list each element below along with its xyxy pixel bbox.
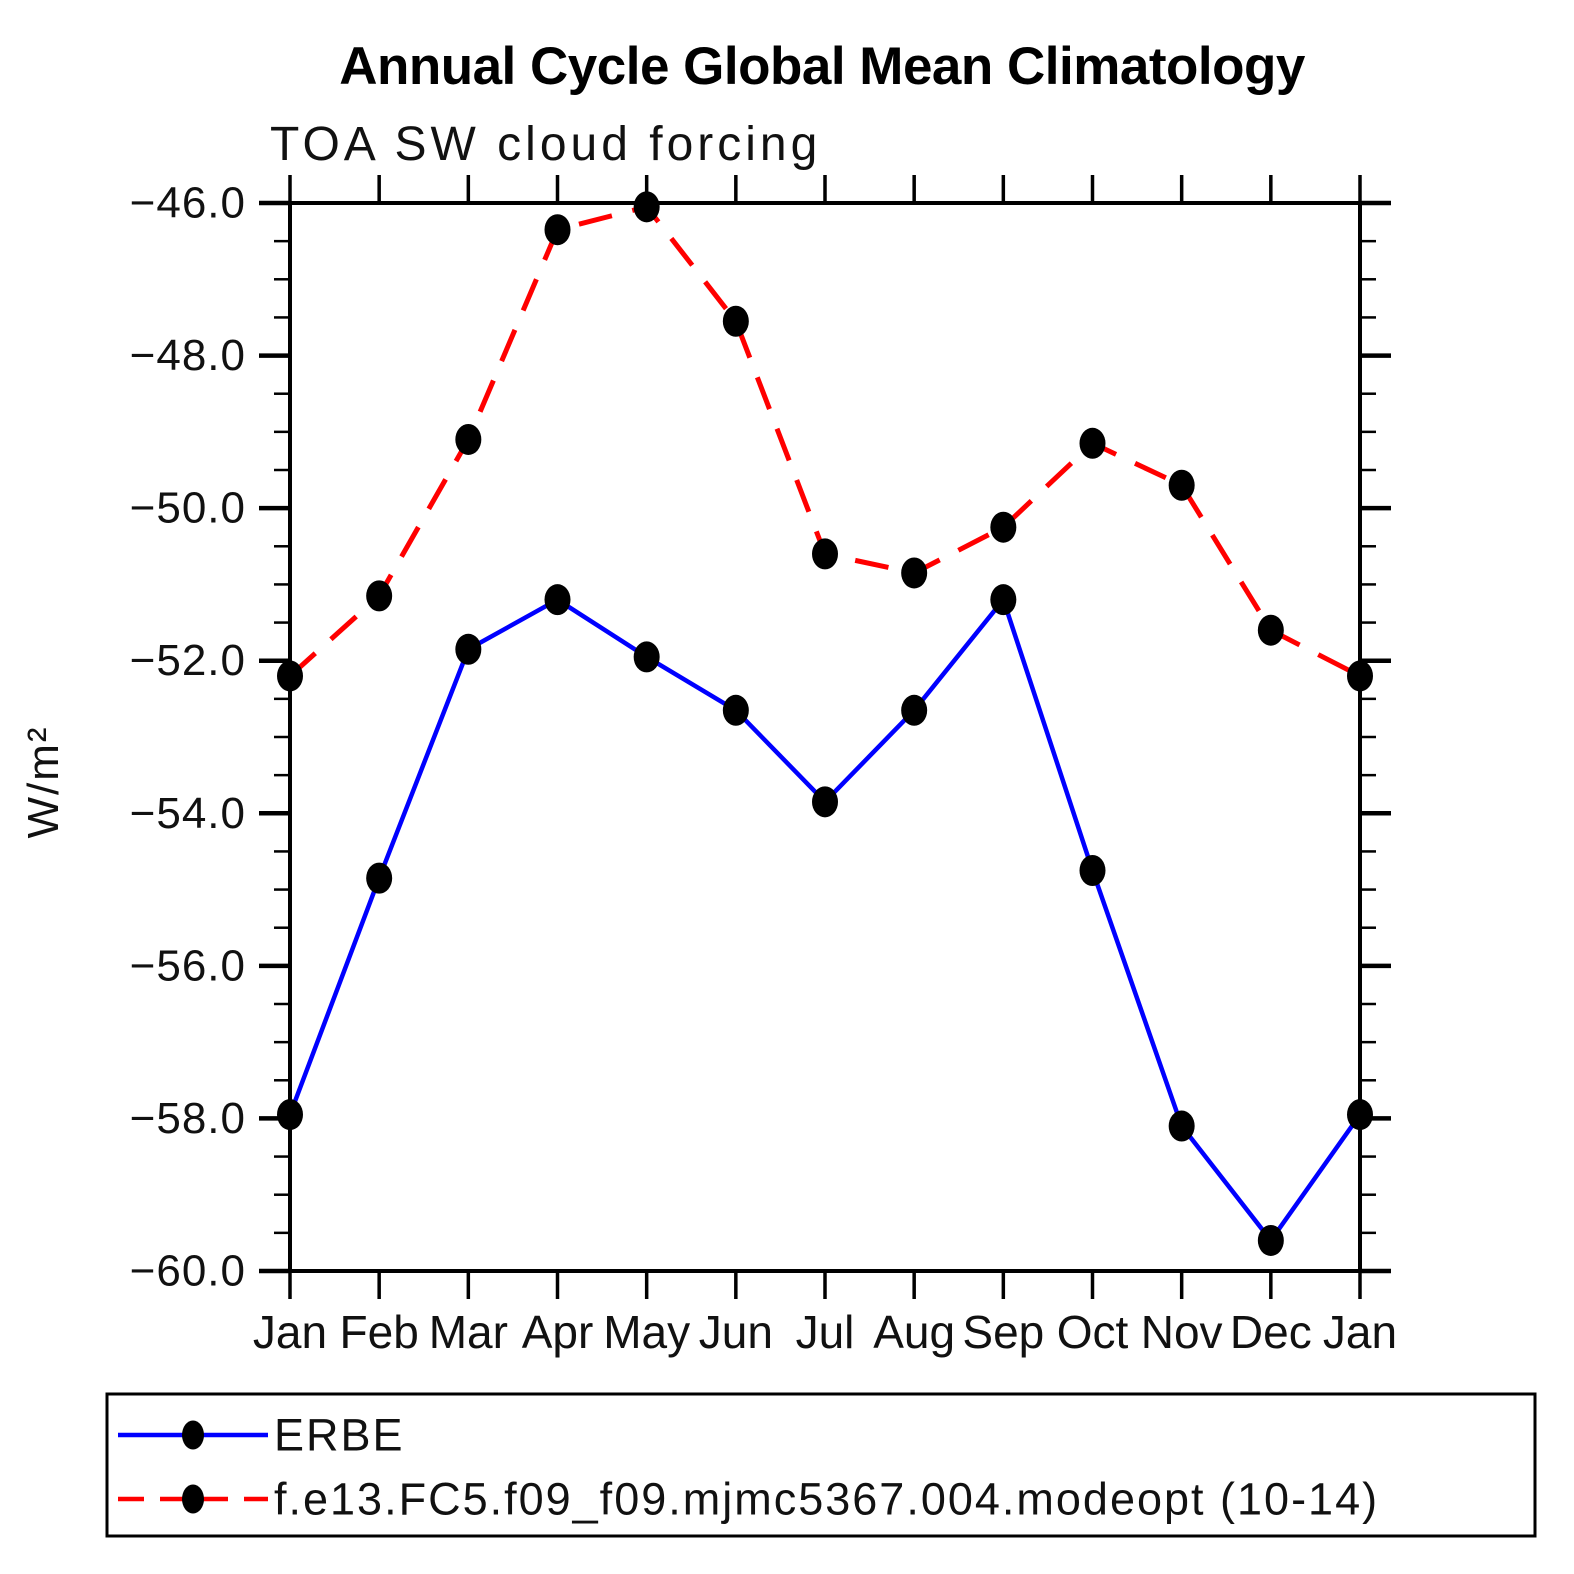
data-point-marker [1168,1110,1195,1142]
y-tick-label: −48.0 [130,331,246,380]
data-point-marker [722,305,749,337]
data-point-marker [366,862,393,894]
y-tick-label: −58.0 [130,1094,246,1143]
y-tick-label: −46.0 [130,179,246,228]
plot-area: −46.0 −48.0 −50.0 −52.0 −54.0 −56.0 −58.0 −60.0… [130,175,1397,1358]
x-tick-label: May [603,1306,690,1358]
x-tick-label: Apr [522,1306,594,1358]
x-tick-label: Mar [429,1306,508,1358]
data-point-marker [812,786,838,818]
data-point-marker [1257,614,1284,646]
legend-box [105,1392,1537,1538]
y-axis-label: W/m² [19,725,68,838]
x-tick-label: Oct [1057,1306,1129,1358]
data-point-marker [455,423,482,455]
y-tick-label: −50.0 [130,484,246,533]
x-tick-label: Jan [1323,1306,1397,1358]
legend-entry-label: ERBE [274,1410,405,1461]
data-point-marker [1257,1224,1284,1256]
y-tick-label: −60.0 [130,1247,246,1296]
legend-entry-label: f.e13.FC5.f09_f09.mjmc5367.004.modeopt (… [274,1474,1379,1525]
data-point-marker [277,1099,303,1131]
x-tick-label: Feb [340,1306,419,1358]
data-point-marker [544,584,571,616]
data-point-marker [812,538,838,570]
x-tick-label: Nov [1141,1306,1223,1358]
data-point-marker [633,641,660,673]
x-tick-label: Jan [253,1306,327,1358]
data-point-marker [901,557,928,589]
y-tick-label: −52.0 [130,636,246,685]
data-point-marker [722,694,749,726]
x-tick-label: Jun [699,1306,773,1358]
y-tick-label: −54.0 [130,789,246,838]
legend-marker [182,1420,204,1450]
legend-entry: f.e13.FC5.f09_f09.mjmc5367.004.modeopt (… [118,1474,1379,1525]
data-point-marker [1168,469,1195,501]
x-tick-label: Jul [796,1306,855,1358]
chart-subtitle: TOA SW cloud forcing [270,118,821,171]
legend: ERBE f.e13.FC5.f09_f09.mjmc5367.004.modeo… [105,1392,1537,1538]
data-point-marker [1079,855,1106,886]
data-point-marker [901,694,928,726]
data-point-marker [990,584,1017,616]
data-point-marker [544,214,571,246]
legend-entry: ERBE [118,1410,405,1461]
x-tick-label: Sep [962,1306,1044,1358]
data-point-marker [1347,1099,1373,1131]
series-line-erbe [287,597,1362,1243]
chart-title: Annual Cycle Global Mean Climatology [339,37,1306,96]
data-point-marker [366,580,393,612]
series-line-model [288,204,1362,679]
x-tick-label: Aug [873,1306,955,1358]
legend-marker [182,1484,204,1514]
data-point-marker [277,660,303,692]
data-point-marker [633,191,660,223]
y-tick-label: −56.0 [130,941,246,990]
x-tick-label: Dec [1230,1306,1312,1358]
data-point-marker [1079,427,1106,459]
data-point-marker [455,633,482,665]
data-point-marker [1347,660,1373,692]
data-point-marker [990,511,1017,543]
